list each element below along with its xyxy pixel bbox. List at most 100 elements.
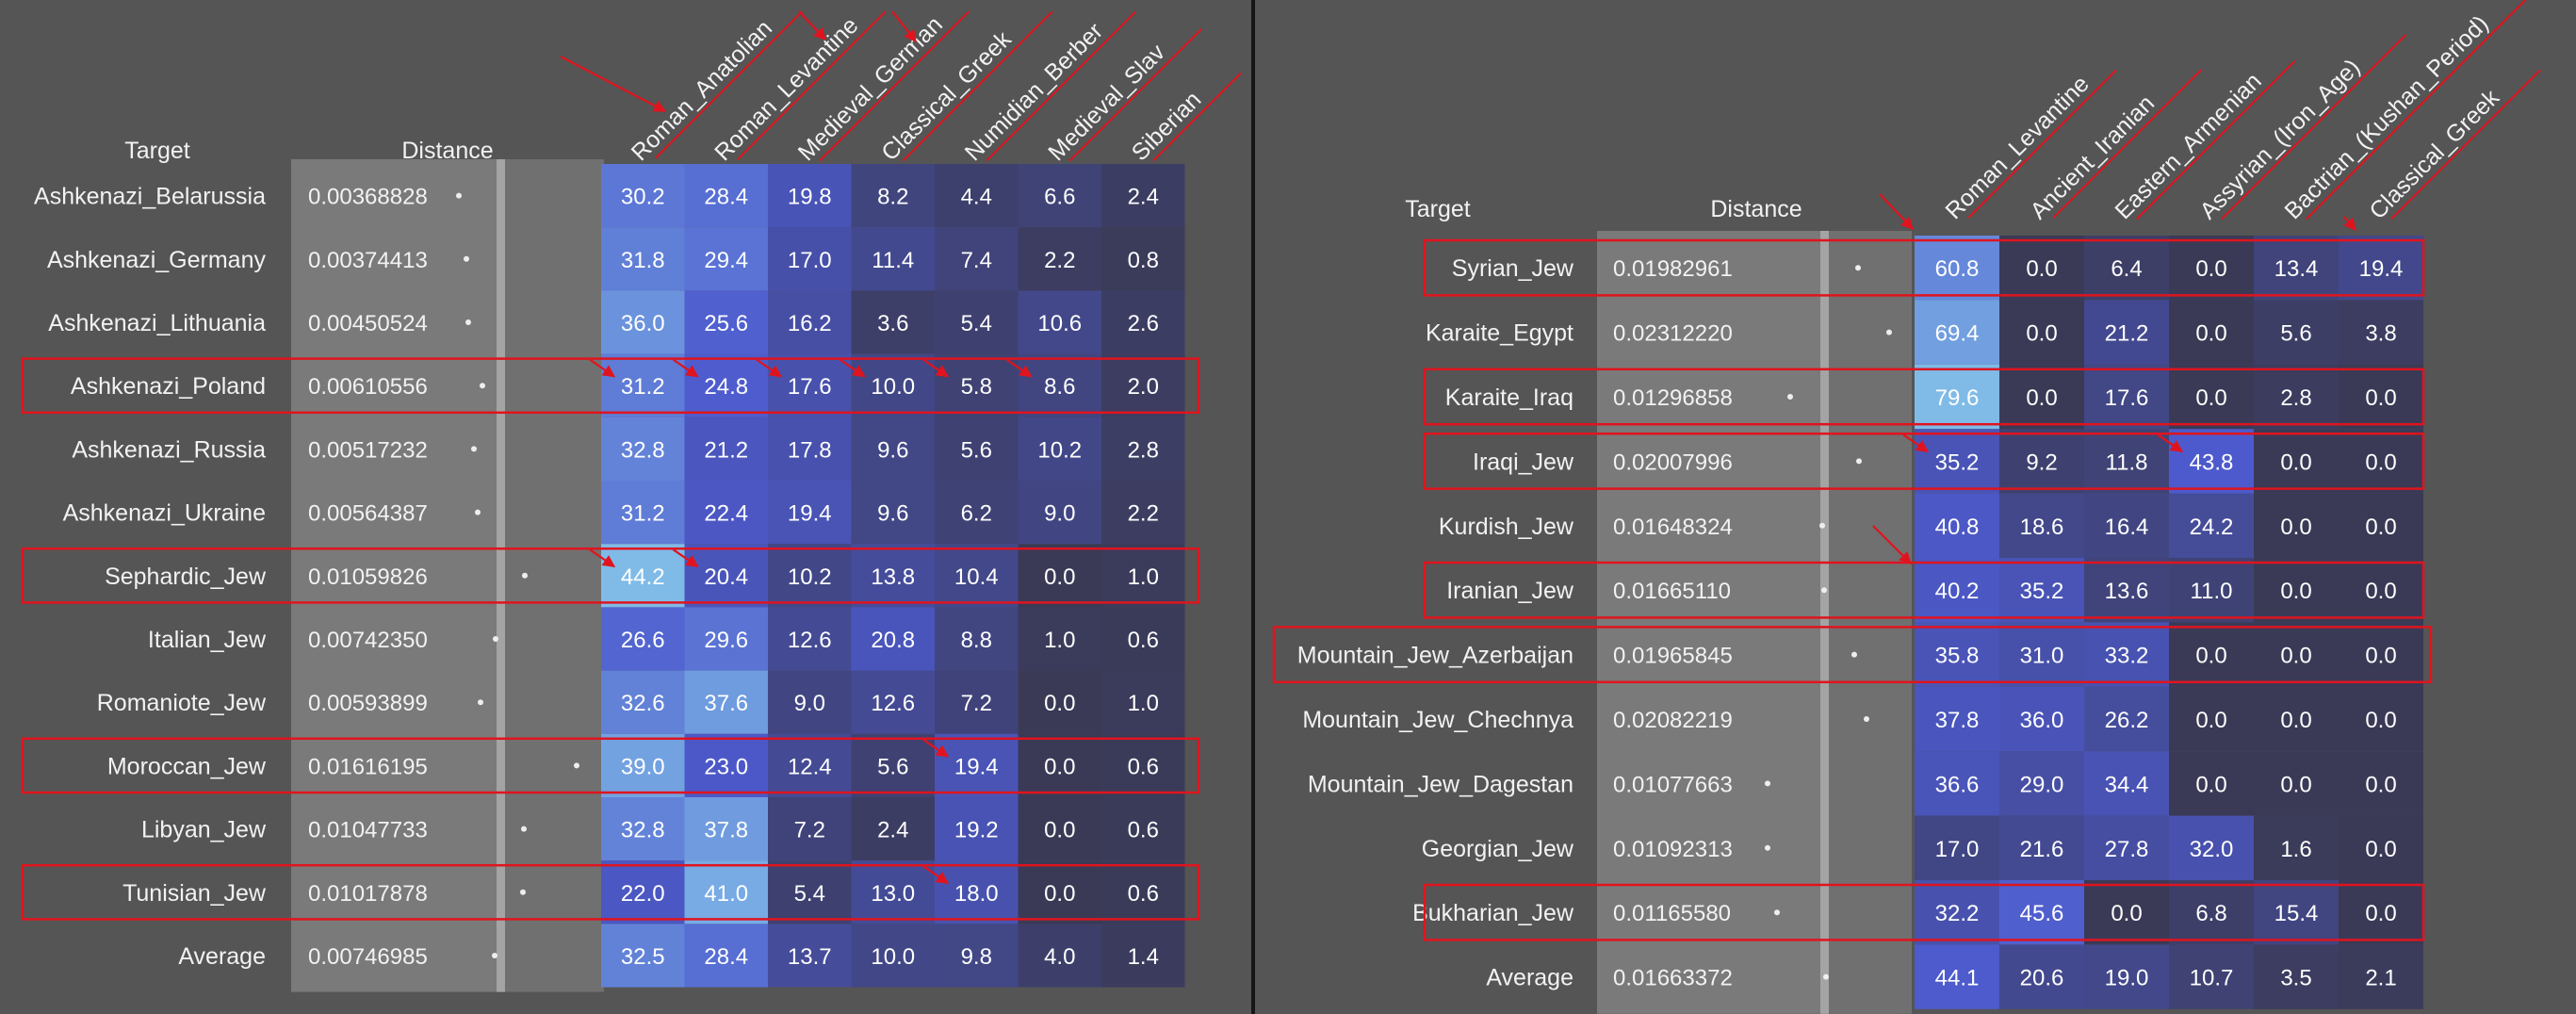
heatmap-cell-value: 11.8 <box>2106 450 2148 475</box>
row-target-label: Bukharian_Jew <box>1412 900 1574 926</box>
heatmap-cell <box>851 797 935 861</box>
heatmap-cell-value: 12.6 <box>871 691 915 716</box>
heatmap-cell-value: 43.8 <box>2190 450 2234 475</box>
heatmap-cell <box>684 670 768 734</box>
heatmap-cell-value: 44.2 <box>621 564 665 590</box>
column-underline-mark <box>1967 69 2117 219</box>
column-header-label: Roman_Levantine <box>1940 71 2094 224</box>
heatmap-cell-value: 3.5 <box>2280 966 2311 991</box>
heatmap-cell <box>2339 236 2423 301</box>
heatmap-cell <box>601 544 685 608</box>
heatmap-cell <box>851 417 935 481</box>
row-distance-value: 0.01663372 <box>1613 966 1733 991</box>
heatmap-cell <box>1999 236 2084 301</box>
heatmap-cell <box>768 860 852 924</box>
table-row: Ashkenazi_Ukraine 0.00564387 31.2 22.4 19.4 9… <box>63 481 1185 545</box>
spacer-column <box>505 159 604 992</box>
heatmap-cell <box>601 733 685 797</box>
heatmap-cell <box>768 607 852 671</box>
heatmap-cell-value: 31.8 <box>621 248 665 273</box>
highlight-box <box>1423 238 2425 297</box>
heatmap-cell <box>601 481 685 545</box>
heatmap-cell-value: 0.0 <box>2280 644 2311 669</box>
heatmap-cell <box>684 290 768 354</box>
heatmap-cell <box>935 227 1019 291</box>
target-header: Target <box>1405 196 1471 222</box>
heatmap-cell <box>1915 751 1999 816</box>
table-row: Libyan_Jew 0.01047733 32.8 37.8 7.2 2.4 19.2 0.… <box>141 797 1185 861</box>
heatmap-cell <box>851 290 935 354</box>
heatmap-cell <box>851 860 935 924</box>
distance-bar-separator <box>1820 231 1829 1014</box>
heatmap-cell-value: 13.7 <box>788 944 832 970</box>
heatmap-cell <box>2169 751 2254 816</box>
heatmap-cell-value: 19.4 <box>788 501 832 527</box>
heatmap-cell <box>2084 364 2169 430</box>
heatmap-cell-value: 32.0 <box>2190 837 2234 862</box>
heatmap-cell <box>2169 429 2254 494</box>
heatmap-cell <box>935 544 1019 608</box>
heatmap-cell <box>2339 558 2423 623</box>
heatmap-cell <box>601 353 685 417</box>
heatmap-cell-value: 28.4 <box>704 944 748 970</box>
heatmap-cell-value: 60.8 <box>1935 256 1980 282</box>
heatmap-cell-value: 11.4 <box>872 248 914 273</box>
row-distance-value: 0.01965845 <box>1613 644 1733 669</box>
heatmap-cell <box>851 481 935 545</box>
heatmap-cell-value: 21.2 <box>704 437 748 463</box>
heatmap-cell-value: 10.7 <box>2190 966 2234 991</box>
table-row: Iranian_Jew 0.01665110 40.2 35.2 13.6 11.0 0.0… <box>1423 558 2425 623</box>
heatmap-cell <box>1915 300 1999 365</box>
heatmap-cell <box>2254 364 2339 430</box>
heatmap-cell-value: 16.2 <box>788 311 832 336</box>
heatmap-cell-value: 0.0 <box>2365 515 2396 540</box>
table-row: Syrian_Jew 0.01982961 60.8 0.0 6.4 0.0 13.4 19.… <box>1423 236 2425 301</box>
heatmap-cell-value: 19.4 <box>954 754 999 779</box>
heatmap-cell <box>2169 622 2254 687</box>
heatmap-cell <box>2084 300 2169 365</box>
heatmap-cell <box>684 164 768 228</box>
heatmap-cell-value: 9.8 <box>961 944 992 970</box>
heatmap-cell <box>768 797 852 861</box>
heatmap-cell-value: 12.6 <box>788 628 832 653</box>
distance-dot <box>1787 394 1793 400</box>
heatmap-cell <box>935 290 1019 354</box>
heatmap-cell <box>1101 544 1185 608</box>
row-target-label: Moroccan_Jew <box>107 753 267 779</box>
column-underline-mark <box>2221 34 2407 221</box>
heatmap-cell-value: 40.2 <box>1935 579 1980 604</box>
distance-dot <box>475 509 481 515</box>
distance-dot <box>522 572 528 579</box>
row-target-label: Iranian_Jew <box>1446 578 1574 604</box>
heatmap-cell <box>1101 164 1185 228</box>
heatmap-cell <box>1101 481 1185 545</box>
heatmap-cell-value: 9.0 <box>794 691 825 716</box>
column-underline-mark <box>2136 60 2296 221</box>
heatmap-cell <box>2339 686 2423 752</box>
heatmap-cell <box>768 481 852 545</box>
row-distance-value: 0.00742350 <box>308 628 428 653</box>
heatmap-cell-value: 17.6 <box>788 374 832 400</box>
heatmap-cell <box>1018 733 1101 797</box>
heatmap-cell-value: 0.0 <box>2365 644 2396 669</box>
heatmap-cell <box>768 670 852 734</box>
heatmap-cell-value: 0.0 <box>2280 515 2311 540</box>
row-distance-value: 0.00593899 <box>308 691 428 716</box>
heatmap-cell-value: 37.8 <box>1935 708 1980 733</box>
heatmap-cell <box>1018 860 1101 924</box>
heatmap-cell-value: 0.6 <box>1128 881 1159 907</box>
heatmap-cell-value: 0.0 <box>2280 579 2311 604</box>
row-target-label: Romaniote_Jew <box>97 690 267 716</box>
heatmap-cell-value: 2.6 <box>1128 311 1159 336</box>
heatmap-cell <box>601 924 685 988</box>
heatmap-panel-2: Target Distance Syrian_Jew 0.01982961 60.8 0.… <box>1272 0 2541 1014</box>
heatmap-cell <box>768 733 852 797</box>
heatmap-cell <box>935 353 1019 417</box>
highlight-box <box>1423 368 2425 426</box>
heatmap-cell <box>1018 417 1101 481</box>
heatmap-cell <box>1999 429 2084 494</box>
heatmap-cell <box>1101 607 1185 671</box>
heatmap-cell <box>1101 670 1185 734</box>
heatmap-cell-value: 31.0 <box>2020 644 2064 669</box>
heatmap-cell <box>2254 815 2339 880</box>
